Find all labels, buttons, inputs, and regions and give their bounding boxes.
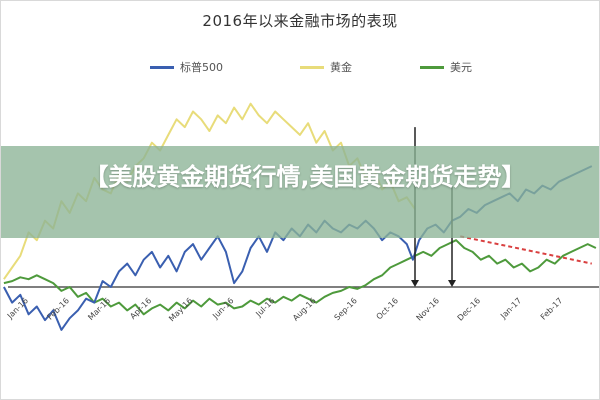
x-tick-label: Aug-16	[291, 296, 318, 323]
x-tick-label: Feb-16	[45, 296, 71, 322]
x-tick-label: Jan-17	[498, 296, 523, 321]
legend-item-usd: 美元	[420, 58, 472, 76]
legend: 标普500 黄金 美元	[0, 58, 600, 76]
x-tick-label: May-16	[167, 296, 194, 323]
legend-swatch-sp500	[150, 65, 174, 69]
marker-arrowhead-1	[411, 280, 419, 287]
legend-swatch-usd	[420, 65, 444, 69]
legend-item-sp500: 标普500	[150, 58, 223, 76]
marker-arrowhead-2	[448, 280, 456, 287]
x-tick-label: Dec-16	[456, 296, 483, 323]
legend-label-gold: 黄金	[330, 61, 352, 74]
series-line-usd	[3, 239, 597, 316]
legend-label-sp500: 标普500	[180, 61, 223, 74]
chart-title: 2016年以来金融市场的表现	[202, 12, 398, 30]
x-tick-label: Jun-16	[210, 296, 235, 321]
x-tick-label: Sep-16	[333, 296, 359, 322]
x-tick-label: Oct-16	[375, 296, 400, 321]
x-tick-label: Apr-16	[128, 296, 153, 321]
legend-label-usd: 美元	[450, 61, 472, 74]
trend-line-dashed	[460, 235, 592, 265]
x-tick-label: Feb-17	[539, 296, 565, 322]
legend-swatch-gold	[300, 65, 324, 69]
legend-item-gold: 黄金	[300, 58, 352, 76]
banner-title: 【美股黄金期货行情,美国黄金期货走势】	[84, 163, 526, 191]
title-banner: 【美股黄金期货行情,美国黄金期货走势】	[0, 146, 600, 238]
x-tick-label: Nov-16	[415, 296, 441, 322]
